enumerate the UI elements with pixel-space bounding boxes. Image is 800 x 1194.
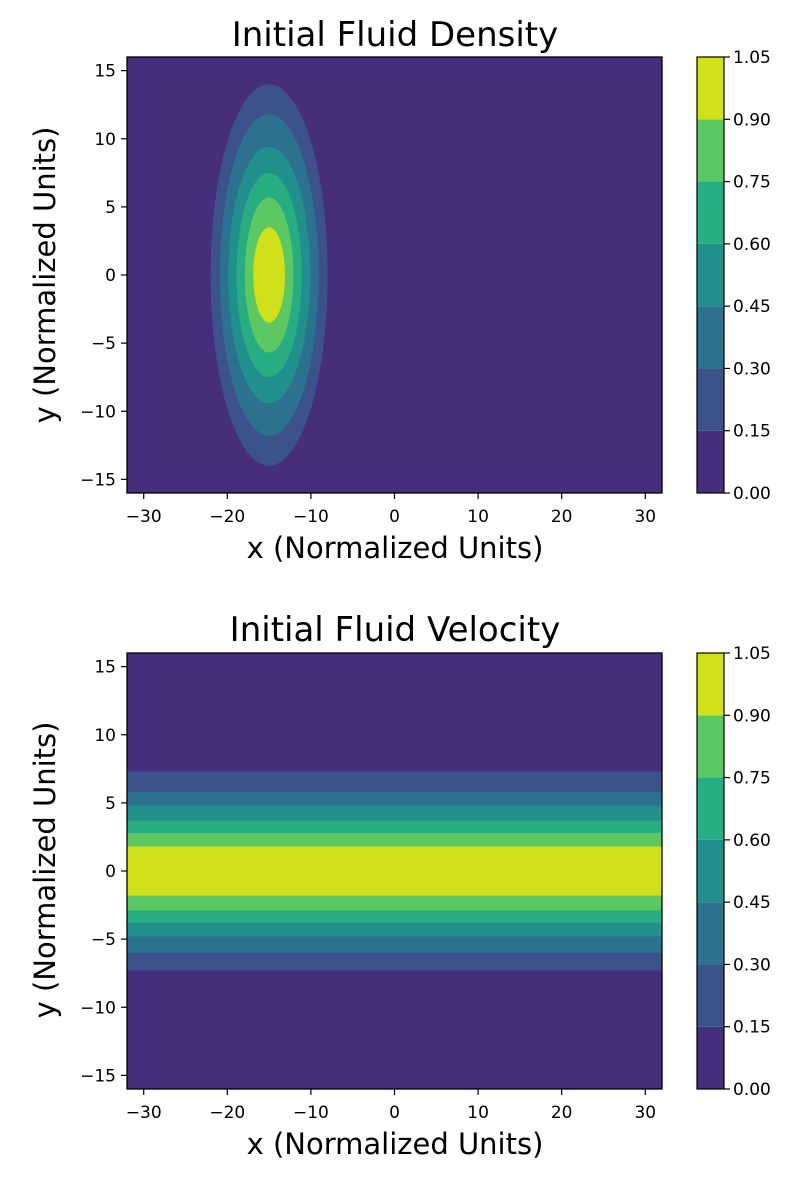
- density-band-level-0: [127, 57, 662, 493]
- density-x-label: x (Normalized Units): [247, 531, 544, 565]
- density-colorbar-segment: [697, 119, 724, 182]
- density-colorbar-tick-label: 0.90: [733, 110, 771, 130]
- density-y-tick-label: −15: [80, 470, 116, 490]
- velocity-colorbar-segment: [697, 1026, 724, 1089]
- density-title: Initial Fluid Density: [232, 15, 559, 55]
- velocity-colorbar-tick-label: 0.75: [733, 769, 771, 789]
- density-colorbar-tick-label: 0.60: [733, 235, 771, 255]
- density-colorbar-tick-label: 1.05: [733, 48, 771, 68]
- density-y-axis: −15 −10 −5 0 5 10 15: [80, 62, 127, 490]
- density-y-tick-label: 15: [94, 62, 116, 82]
- velocity-x-axis: −30 −20 −10 0 10 20 30: [126, 1089, 656, 1123]
- velocity-y-tick-label: −5: [91, 930, 116, 950]
- velocity-colorbar-tick-label: 0.60: [733, 831, 771, 851]
- density-colorbar-segment: [697, 243, 724, 307]
- velocity-colorbar-segment: [697, 839, 724, 903]
- density-y-label: y (Normalized Units): [28, 127, 62, 424]
- density-x-tick-label: 0: [389, 507, 400, 527]
- density-colorbar-tick-label: 0.30: [733, 359, 771, 379]
- density-colorbar-tick-label: 0.15: [733, 422, 771, 442]
- velocity-x-tick-label: 20: [551, 1103, 573, 1123]
- velocity-x-tick-label: 0: [389, 1103, 400, 1123]
- density-y-tick-label: −5: [91, 334, 116, 354]
- density-y-tick-label: −10: [80, 402, 116, 422]
- density-colorbar-tick-label: 0.75: [733, 173, 771, 193]
- velocity-title: Initial Fluid Velocity: [230, 610, 561, 650]
- density-colorbar-frame: [696, 56, 725, 494]
- velocity-y-tick-label: 0: [105, 862, 116, 882]
- velocity-colorbar-segment: [697, 653, 724, 716]
- velocity-x-tick-label: 10: [467, 1103, 489, 1123]
- velocity-y-tick-label: 15: [94, 658, 116, 678]
- density-x-tick-label: 10: [467, 507, 489, 527]
- velocity-colorbar-segment: [697, 715, 724, 778]
- density-x-tick-label: 20: [551, 507, 573, 527]
- density-chart: Initial Fluid Density −30 −20 −10 0 10 20 30 −…: [28, 15, 771, 565]
- density-colorbar-segment: [697, 306, 724, 369]
- velocity-colorbar-tick-label: 0.30: [733, 955, 771, 975]
- density-x-tick-label: −30: [126, 507, 162, 527]
- density-y-tick-label: 0: [105, 266, 116, 286]
- velocity-colorbar-tick-label: 1.05: [733, 644, 771, 664]
- velocity-x-tick-label: −30: [126, 1103, 162, 1123]
- velocity-x-label: x (Normalized Units): [247, 1127, 544, 1161]
- density-x-tick-label: 30: [634, 507, 656, 527]
- density-y-tick-label: 10: [94, 130, 116, 150]
- velocity-y-tick-label: 10: [94, 726, 116, 746]
- velocity-colorbar-segment: [697, 964, 724, 1027]
- velocity-plot-area: [126, 652, 663, 1090]
- density-band-level-6: [253, 227, 285, 323]
- density-colorbar-segment: [697, 57, 724, 120]
- velocity-y-tick-label: 5: [105, 794, 116, 814]
- density-x-tick-label: −20: [209, 507, 245, 527]
- velocity-colorbar-frame: [696, 652, 725, 1090]
- density-x-tick-label: −10: [293, 507, 329, 527]
- velocity-colorbar-tick-label: 0.90: [733, 706, 771, 726]
- density-colorbar-tick-label: 0.45: [733, 297, 771, 317]
- density-colorbar-segment: [697, 181, 724, 244]
- density-colorbar-tick-label: 0.00: [733, 484, 771, 504]
- velocity-x-tick-label: −10: [293, 1103, 329, 1123]
- velocity-x-tick-label: 30: [634, 1103, 656, 1123]
- velocity-colorbar-segment: [697, 902, 724, 965]
- velocity-colorbar: 0.00 0.15 0.30 0.45 0.60 0.75 0.90 1.05: [696, 644, 771, 1100]
- velocity-colorbar-tick-label: 0.00: [733, 1080, 771, 1100]
- velocity-y-label: y (Normalized Units): [28, 722, 62, 1019]
- velocity-chart: Initial Fluid Velocity −30 −20 −10 0 10 20 30 …: [28, 610, 771, 1161]
- velocity-y-axis: −15 −10 −5 0 5 10 15: [80, 658, 127, 1086]
- density-y-tick-label: 5: [105, 198, 116, 218]
- velocity-band-level-6: [127, 846, 662, 896]
- velocity-colorbar-segment: [697, 777, 724, 840]
- density-colorbar: 0.00 0.15 0.30 0.45 0.60 0.75 0.90 1.05: [696, 48, 771, 504]
- density-plot-area: [126, 56, 663, 494]
- velocity-y-tick-label: −15: [80, 1066, 116, 1086]
- velocity-x-tick-label: −20: [209, 1103, 245, 1123]
- velocity-colorbar-tick-label: 0.15: [733, 1018, 771, 1038]
- density-colorbar-segment: [697, 368, 724, 431]
- density-colorbar-segment: [697, 430, 724, 493]
- velocity-colorbar-tick-label: 0.45: [733, 893, 771, 913]
- density-x-axis: −30 −20 −10 0 10 20 30: [126, 493, 656, 527]
- velocity-y-tick-label: −10: [80, 998, 116, 1018]
